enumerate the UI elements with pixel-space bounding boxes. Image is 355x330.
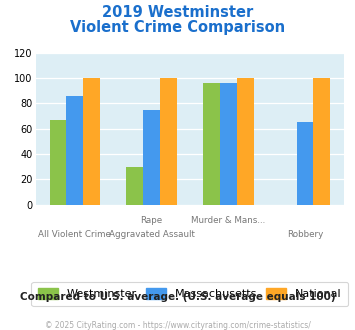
Bar [66, 96, 83, 205]
Bar [126, 167, 143, 205]
Bar [50, 120, 66, 205]
Bar [83, 78, 100, 205]
Text: Robbery: Robbery [287, 230, 323, 239]
Text: © 2025 CityRating.com - https://www.cityrating.com/crime-statistics/: © 2025 CityRating.com - https://www.city… [45, 321, 310, 330]
Bar [160, 78, 177, 205]
Bar [143, 110, 160, 205]
Legend: Westminster, Massachusetts, National: Westminster, Massachusetts, National [32, 281, 348, 306]
Bar [220, 83, 237, 205]
Bar [237, 78, 253, 205]
Text: Murder & Mans...: Murder & Mans... [191, 216, 266, 225]
Bar [203, 83, 220, 205]
Text: Violent Crime Comparison: Violent Crime Comparison [70, 20, 285, 35]
Text: All Violent Crime: All Violent Crime [38, 230, 111, 239]
Text: Compared to U.S. average. (U.S. average equals 100): Compared to U.S. average. (U.S. average … [20, 292, 335, 302]
Text: Rape: Rape [141, 216, 163, 225]
Bar [296, 122, 313, 205]
Text: Aggravated Assault: Aggravated Assault [109, 230, 195, 239]
Bar [313, 78, 330, 205]
Text: 2019 Westminster: 2019 Westminster [102, 5, 253, 20]
